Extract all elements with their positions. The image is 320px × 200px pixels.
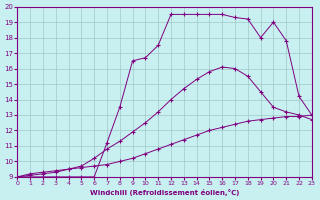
- X-axis label: Windchill (Refroidissement éolien,°C): Windchill (Refroidissement éolien,°C): [90, 189, 239, 196]
